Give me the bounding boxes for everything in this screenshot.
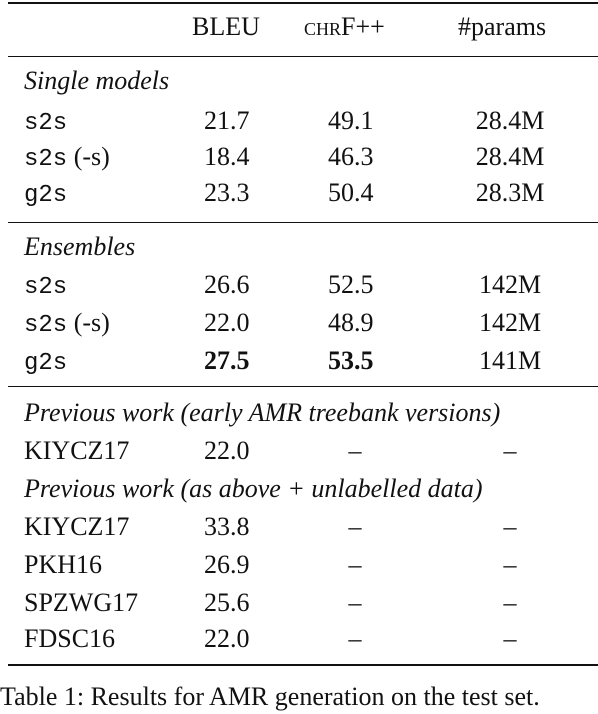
bleu-value-best: 27.5	[204, 346, 250, 375]
params-value: 28.4M	[475, 106, 545, 135]
header-bleu: BLEU	[192, 12, 260, 41]
table-row: s2s 26.6 52.5 142M	[0, 266, 598, 304]
top-rule	[8, 2, 598, 4]
model-name: s2s	[24, 274, 68, 301]
header-chrf: chrF++	[304, 8, 385, 46]
chrf-value: –	[348, 624, 362, 653]
model-name: s2s (-s)	[24, 308, 110, 339]
bleu-value: 21.7	[204, 106, 250, 135]
bleu-value: 33.8	[204, 512, 250, 541]
bleu-value: 26.9	[204, 550, 250, 579]
bleu-value: 22.0	[204, 624, 250, 653]
table-row: g2s 27.5 53.5 141M	[0, 342, 598, 380]
chrf-value: –	[348, 436, 362, 465]
chrf-value: 50.4	[328, 178, 374, 207]
table-row: KIYCZ17 33.8 – –	[0, 508, 598, 546]
table-row: s2s (-s) 18.4 46.3 28.4M	[0, 138, 598, 176]
chrf-value: –	[348, 550, 362, 579]
chrf-value: 49.1	[328, 106, 374, 135]
params-value: –	[503, 588, 517, 617]
header-chrf-small: chr	[304, 12, 342, 41]
chrf-value: 48.9	[328, 308, 374, 337]
bottom-rule	[8, 664, 598, 666]
chrf-value: 52.5	[328, 270, 374, 299]
chrf-value: –	[348, 512, 362, 541]
params-value: –	[503, 436, 517, 465]
model-name: PKH16	[24, 550, 103, 579]
table-row: SPZWG17 25.6 – –	[0, 584, 598, 622]
table-row: PKH16 26.9 – –	[0, 546, 598, 584]
section-rule	[8, 222, 598, 223]
model-name: SPZWG17	[24, 588, 139, 617]
header-row: BLEU chrF++ #params	[0, 8, 598, 46]
params-value: 142M	[478, 308, 542, 337]
table-row: g2s 23.3 50.4 28.3M	[0, 174, 598, 212]
model-name: KIYCZ17	[24, 436, 130, 465]
bleu-value: 22.0	[204, 436, 250, 465]
model-name: g2s	[24, 350, 68, 377]
section-previous-work-unlabelled: Previous work (as above + unlabelled dat…	[24, 474, 483, 503]
model-name: g2s	[24, 182, 68, 209]
table-row: KIYCZ17 22.0 – –	[0, 432, 598, 470]
params-value: 28.3M	[475, 178, 545, 207]
chrf-value-best: 53.5	[328, 346, 374, 375]
model-name: s2s (-s)	[24, 142, 110, 173]
params-value: 141M	[478, 346, 542, 375]
chrf-value: 46.3	[328, 142, 374, 171]
section-ensembles: Ensembles	[24, 232, 136, 261]
bleu-value: 25.6	[204, 588, 250, 617]
section-single-models: Single models	[24, 66, 170, 95]
table-caption: Table 1: Results for AMR generation on t…	[0, 682, 540, 711]
header-rule	[8, 56, 598, 57]
section-previous-work-early: Previous work (early AMR treebank versio…	[24, 398, 501, 427]
params-value: –	[503, 624, 517, 653]
model-name: s2s	[24, 110, 68, 137]
table-row: s2s (-s) 22.0 48.9 142M	[0, 304, 598, 342]
bleu-value: 26.6	[204, 270, 250, 299]
params-value: 28.4M	[475, 142, 545, 171]
bleu-value: 22.0	[204, 308, 250, 337]
header-chrf-rest: F++	[341, 12, 385, 41]
params-value: –	[503, 512, 517, 541]
model-name: KIYCZ17	[24, 512, 130, 541]
section-rule	[8, 386, 598, 387]
bleu-value: 23.3	[204, 178, 250, 207]
model-name: FDSC16	[24, 624, 116, 653]
chrf-value: –	[348, 588, 362, 617]
table-row: s2s 21.7 49.1 28.4M	[0, 102, 598, 140]
header-params: #params	[458, 12, 547, 41]
params-value: 142M	[478, 270, 542, 299]
bleu-value: 18.4	[204, 142, 250, 171]
params-value: –	[503, 550, 517, 579]
table-row: FDSC16 22.0 – –	[0, 620, 598, 658]
